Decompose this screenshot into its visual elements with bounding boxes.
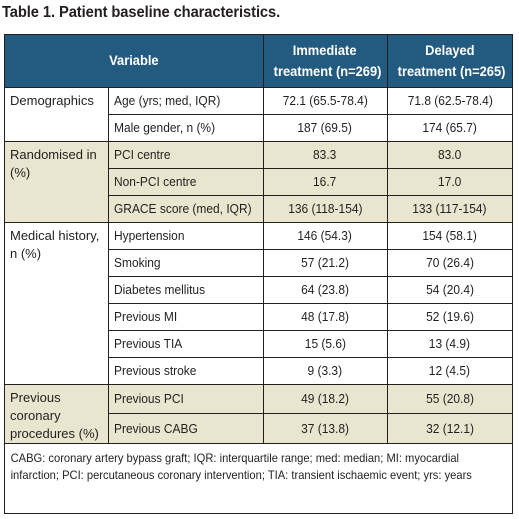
delayed-value: 83.0 <box>386 140 513 169</box>
variable-cell: Hypertension <box>107 221 264 250</box>
variable-cell: Previous TIA <box>108 329 264 358</box>
delayed-value: 55 (20.8) <box>386 383 513 414</box>
immediate-value: 15 (5.6) <box>262 329 388 358</box>
table-row: Non-PCI centre 16.7 17.0 <box>5 167 513 196</box>
immediate-value: 57 (21.2) <box>262 248 388 277</box>
immediate-value: 48 (17.8) <box>262 302 388 331</box>
table-row: Previous CABG 37 (13.8) 32 (12.1) <box>5 413 513 444</box>
table-row: Diabetes mellitus 64 (23.8) 54 (20.4) <box>5 275 513 304</box>
immediate-value: 146 (54.3) <box>262 221 388 250</box>
delayed-value: 71.8 (62.5-78.4) <box>386 86 513 115</box>
table-title: Table 1. Patient baseline characteristic… <box>2 4 281 21</box>
variable-cell: GRACE score (med, IQR) <box>108 194 264 223</box>
variable-cell: PCI centre <box>107 140 264 169</box>
variable-cell: Age (yrs; med, IQR) <box>107 86 264 115</box>
delayed-value: 133 (117-154) <box>386 194 513 223</box>
delayed-value: 174 (65.7) <box>386 113 513 142</box>
variable-cell: Previous PCI <box>107 383 264 414</box>
table-row: Demographics Age (yrs; med, IQR) 72.1 (65.… <box>5 86 513 142</box>
delayed-value: 52 (19.6) <box>386 302 513 331</box>
variable-cell: Male gender, n (%) <box>108 113 264 142</box>
variable-cell: Previous CABG <box>108 413 264 444</box>
table-row: Previous TIA 15 (5.6) 13 (4.9) <box>5 329 513 358</box>
variable-cell: Smoking <box>108 248 264 277</box>
delayed-value: 13 (4.9) <box>386 329 513 358</box>
group-label: Medical history, n (%) <box>5 221 109 385</box>
immediate-value: 37 (13.8) <box>262 413 388 444</box>
delayed-value: 70 (26.4) <box>386 248 513 277</box>
header-variable: Variable <box>5 35 264 88</box>
immediate-value: 16.7 <box>262 167 388 196</box>
immediate-value: 187 (69.5) <box>262 113 388 142</box>
baseline-table: Variable Immediate treatment (n=269) Del… <box>5 35 513 444</box>
table-row: Previous stroke 9 (3.3) 12 (4.5) <box>5 356 513 385</box>
group-label: Randomised in (%) <box>5 140 109 223</box>
immediate-value: 9 (3.3) <box>262 356 388 385</box>
delayed-value: 54 (20.4) <box>386 275 513 304</box>
table-frame: Variable Immediate treatment (n=269) Del… <box>4 34 513 514</box>
table-row: Randomised in (%) PCI centre 83.3 83.0 <box>5 140 513 223</box>
header-immediate: Immediate treatment (n=269) <box>262 35 388 88</box>
delayed-value: 154 (58.1) <box>386 221 513 250</box>
delayed-value: 32 (12.1) <box>386 413 513 444</box>
immediate-value: 136 (118-154) <box>262 194 388 223</box>
variable-cell: Previous MI <box>108 302 264 331</box>
table-row: Male gender, n (%) 187 (69.5) 174 (65.7) <box>5 113 513 142</box>
immediate-value: 83.3 <box>262 140 388 169</box>
immediate-value: 49 (18.2) <box>262 383 388 414</box>
header-row: Variable Immediate treatment (n=269) Del… <box>5 35 513 88</box>
table-row: Previous MI 48 (17.8) 52 (19.6) <box>5 302 513 331</box>
table-row: Medical history, n (%) Hypertension 146 (5… <box>5 221 513 385</box>
delayed-value: 12 (4.5) <box>386 356 513 385</box>
table-row: Smoking 57 (21.2) 70 (26.4) <box>5 248 513 277</box>
variable-cell: Diabetes mellitus <box>108 275 264 304</box>
group-label: Previous coronary procedures (%) <box>5 383 109 444</box>
immediate-value: 72.1 (65.5-78.4) <box>262 86 388 115</box>
immediate-value: 64 (23.8) <box>262 275 388 304</box>
variable-cell: Previous stroke <box>108 356 264 385</box>
table-body: Demographics Age (yrs; med, IQR) 72.1 (65.… <box>5 86 513 444</box>
group-label: Demographics <box>5 86 109 142</box>
delayed-value: 17.0 <box>386 167 513 196</box>
table-row: Previous coronary procedures (%) Previous… <box>5 383 513 444</box>
variable-cell: Non-PCI centre <box>108 167 264 196</box>
table-row: GRACE score (med, IQR) 136 (118-154) 133 (… <box>5 194 513 223</box>
header-delayed: Delayed treatment (n=265) <box>386 35 513 88</box>
footnote: CABG: coronary artery bypass graft; IQR:… <box>10 450 472 482</box>
